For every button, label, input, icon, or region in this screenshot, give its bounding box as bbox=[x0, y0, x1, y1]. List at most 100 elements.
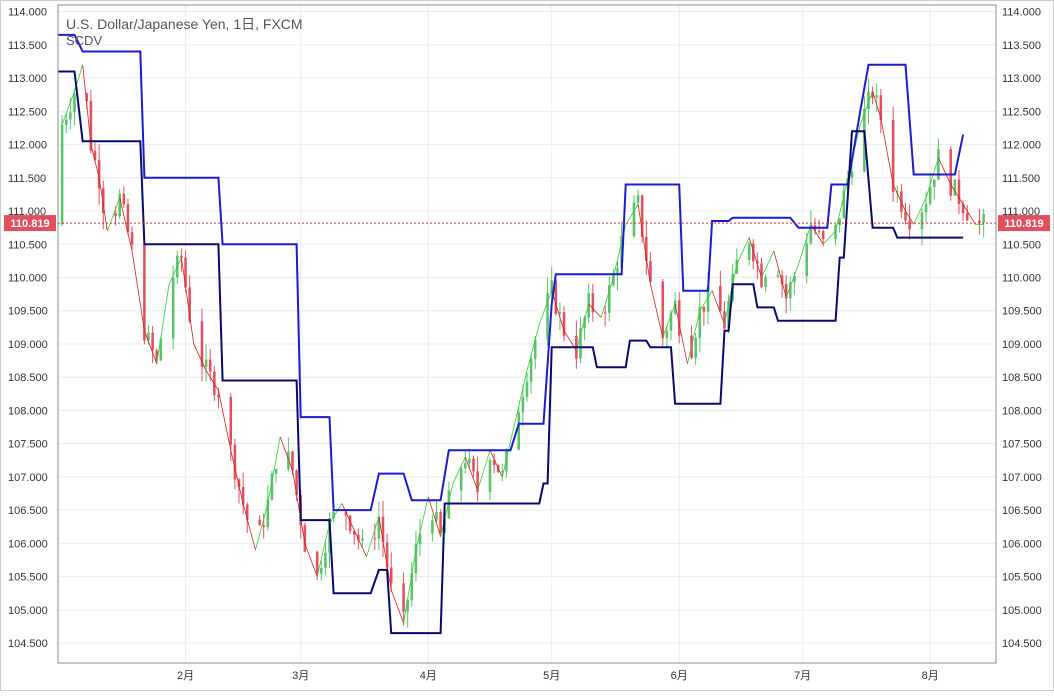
candle-body bbox=[649, 261, 652, 282]
y-tick-label-left: 105.000 bbox=[8, 605, 48, 617]
y-tick-label-right: 112.000 bbox=[1002, 140, 1041, 152]
candle-body bbox=[735, 259, 739, 274]
zigzag-segment bbox=[938, 157, 952, 185]
candle-body bbox=[101, 188, 105, 214]
candle-body bbox=[706, 285, 710, 312]
candle-body bbox=[468, 458, 471, 464]
zigzag-segment bbox=[748, 237, 762, 278]
zigzag-segment bbox=[82, 64, 92, 145]
candle-body bbox=[949, 149, 953, 196]
y-tick-label-left: 113.500 bbox=[8, 40, 47, 52]
candle-body bbox=[904, 211, 907, 221]
candle-body bbox=[867, 91, 870, 109]
candle-body bbox=[554, 280, 558, 314]
candle-body bbox=[204, 359, 208, 368]
y-tick-label-left: 111.500 bbox=[8, 173, 46, 185]
zigzag-segment bbox=[144, 330, 158, 365]
candle-body bbox=[151, 332, 154, 351]
candle-body bbox=[546, 292, 549, 340]
candle-body bbox=[348, 515, 352, 531]
y-tick-label-left: 110.000 bbox=[8, 273, 47, 285]
candle-body bbox=[357, 534, 360, 541]
candle-body bbox=[529, 358, 533, 382]
y-tick-label-left: 110.500 bbox=[8, 239, 47, 251]
candle-body bbox=[665, 330, 669, 339]
zigzag-segment bbox=[892, 184, 906, 212]
candle-body bbox=[612, 274, 615, 286]
indicator-label: SCDV bbox=[66, 33, 103, 48]
zigzag-segment bbox=[905, 210, 915, 225]
zigzag-segment bbox=[588, 303, 602, 318]
candle-body bbox=[274, 468, 278, 474]
zigzag-segment bbox=[872, 91, 882, 119]
candle-body bbox=[677, 300, 681, 336]
zigzag-segment bbox=[880, 117, 894, 185]
candle-body bbox=[953, 179, 957, 196]
y-tick-label-right: 113.000 bbox=[1002, 73, 1041, 85]
candle-body bbox=[258, 519, 261, 526]
zigzag-segment bbox=[600, 277, 614, 318]
candle-body bbox=[780, 275, 784, 284]
candle-body bbox=[645, 236, 648, 262]
zigzag-segment bbox=[98, 177, 108, 232]
candle-body bbox=[389, 567, 393, 584]
candle-body bbox=[266, 499, 270, 528]
candle-body bbox=[933, 179, 936, 187]
candle-body bbox=[435, 512, 438, 521]
candle-body bbox=[385, 542, 389, 568]
y-tick-label-left: 105.500 bbox=[8, 572, 48, 584]
grid bbox=[58, 5, 996, 663]
y-tick-label-left: 106.500 bbox=[8, 505, 48, 517]
y-tick-label-left: 112.000 bbox=[8, 140, 47, 152]
candle-body bbox=[233, 444, 237, 480]
y-tick-label-left: 108.500 bbox=[8, 372, 48, 384]
zigzag-segment bbox=[119, 197, 133, 252]
candle-body bbox=[184, 257, 187, 288]
candle-body bbox=[217, 394, 220, 398]
candle-body bbox=[719, 285, 722, 312]
candle-body bbox=[501, 471, 504, 473]
zigzag-segment bbox=[477, 450, 491, 491]
zigzag-segment bbox=[168, 257, 182, 285]
candle-body bbox=[838, 218, 841, 225]
candle-body bbox=[562, 312, 566, 336]
x-tick-label: 2月 bbox=[177, 670, 194, 682]
y-tick-label-left: 109.000 bbox=[8, 339, 48, 351]
zigzag-segment bbox=[90, 144, 100, 178]
y-tick-label-left: 108.000 bbox=[8, 405, 48, 417]
candle-body bbox=[809, 225, 813, 244]
y-tick-label-right: 109.500 bbox=[1002, 306, 1042, 318]
candle-body bbox=[961, 204, 965, 214]
zigzag-segment bbox=[711, 290, 725, 325]
y-tick-label-right: 114.000 bbox=[1002, 7, 1041, 19]
candle-body bbox=[208, 359, 212, 372]
zigzag-segment bbox=[329, 503, 343, 524]
y-tick-label-left: 112.500 bbox=[8, 106, 47, 118]
zigzag-segment bbox=[403, 549, 417, 624]
candle-body bbox=[908, 220, 911, 230]
zigzag-segment bbox=[822, 230, 836, 245]
y-tick-label-left: 106.000 bbox=[8, 538, 48, 550]
x-tick-label: 5月 bbox=[543, 670, 560, 682]
candle-body bbox=[727, 301, 730, 329]
zigzag-segment bbox=[798, 224, 812, 265]
candle-body bbox=[130, 232, 134, 245]
y-tick-label-right: 107.500 bbox=[1002, 439, 1042, 451]
zigzag-segment bbox=[390, 589, 404, 624]
y-tick-label-right: 105.500 bbox=[1002, 572, 1042, 584]
zigzag-segment bbox=[267, 436, 281, 504]
candle-body bbox=[924, 203, 928, 213]
candle-body bbox=[850, 171, 854, 178]
zigzag-segment bbox=[699, 290, 713, 311]
zigzag-segment bbox=[859, 91, 873, 125]
candle-body bbox=[834, 224, 837, 239]
zigzag-segment bbox=[773, 250, 787, 298]
candle-body bbox=[747, 243, 751, 260]
candle-body bbox=[476, 471, 479, 493]
candle-body bbox=[978, 220, 981, 223]
current-price: 110.819 110.819 bbox=[4, 215, 1050, 232]
candle-body bbox=[114, 213, 117, 217]
